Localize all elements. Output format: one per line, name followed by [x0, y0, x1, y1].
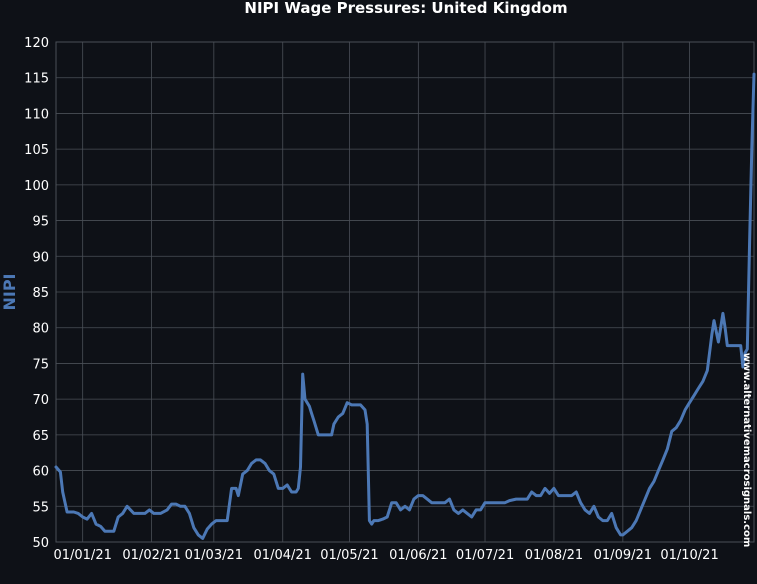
y-tick-label: 55: [32, 500, 49, 515]
y-tick-label: 100: [24, 179, 49, 194]
y-axis-label: NIPI: [0, 273, 19, 310]
series-line: [54, 72, 756, 540]
y-tick-label: 110: [24, 107, 49, 122]
x-ticks: 01/01/21 01/02/21 01/03/21 01/04/21 01/05/21…: [53, 548, 718, 563]
x-tick-label: 01/06/21: [389, 548, 447, 563]
y-tick-label: 115: [24, 72, 49, 87]
x-tick-label: 01/02/21: [122, 548, 180, 563]
y-tick-label: 85: [32, 286, 49, 301]
x-tick-label: 01/09/21: [594, 548, 652, 563]
y-tick-label: 120: [24, 36, 49, 51]
x-tick-label: 01/04/21: [254, 548, 312, 563]
x-tick-label: 01/05/21: [320, 548, 378, 563]
x-tick-label: 01/01/21: [53, 548, 111, 563]
y-tick-label: 80: [32, 322, 49, 337]
y-tick-label: 70: [32, 393, 49, 408]
x-tick-label: 01/07/21: [456, 548, 514, 563]
y-tick-label: 75: [32, 357, 49, 372]
y-tick-label: 60: [32, 465, 49, 480]
y-tick-label: 95: [32, 215, 49, 230]
x-tick-label: 01/03/21: [185, 548, 243, 563]
y-tick-label: 50: [32, 536, 49, 551]
plot-frame: [55, 41, 755, 543]
y-tick-label: 65: [32, 429, 49, 444]
y-tick-label: 105: [24, 143, 49, 158]
x-tick-label: 01/10/21: [660, 548, 718, 563]
series-layer: [54, 72, 756, 540]
x-tick-label: 01/08/21: [525, 548, 583, 563]
chart-title: NIPI Wage Pressures: United Kingdom: [244, 0, 567, 17]
watermark-text: www.alternativemacrosignals.com: [741, 353, 752, 548]
y-ticks: 50 55 60 65 70 75 80 85 90 95 100 105 110 115 120: [24, 36, 49, 551]
y-tick-label: 90: [32, 250, 49, 265]
